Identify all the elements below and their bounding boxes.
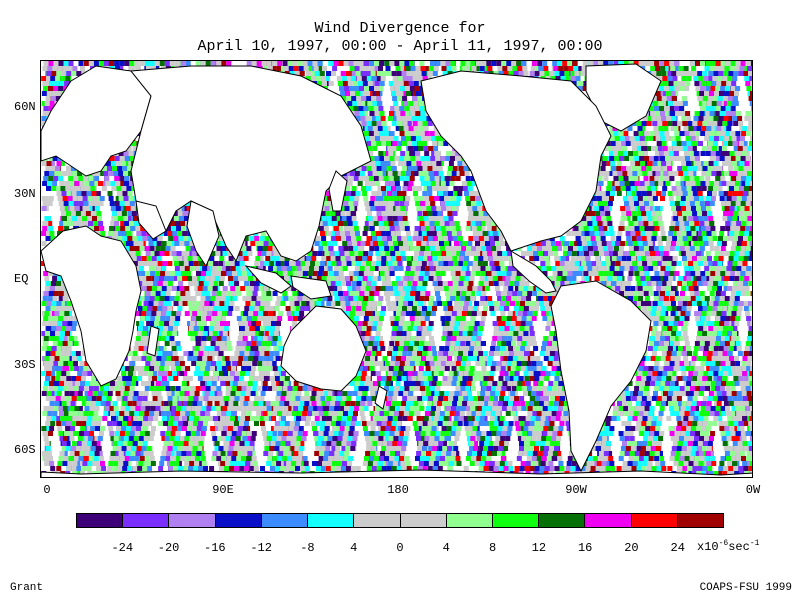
unit-suffix-exponent: -1	[749, 539, 760, 548]
land-layer	[41, 63, 752, 477]
colorbar-tick-label: -8	[300, 541, 315, 555]
unit-exponent: -6	[718, 539, 729, 548]
unit-suffix: sec	[728, 540, 750, 554]
land-europe	[41, 65, 152, 177]
colorbar-swatch	[446, 514, 493, 527]
colorbar-swatch	[261, 514, 309, 527]
colorbar-swatch	[400, 514, 447, 527]
map-frame	[40, 60, 753, 478]
chart-title-line1: Wind Divergence for	[314, 20, 486, 37]
lat-label-60n: 60N	[14, 100, 36, 114]
land-antarctica	[41, 469, 752, 477]
land-indonesia-2	[290, 275, 332, 300]
land-india	[186, 200, 220, 268]
lon-label-180: 180	[387, 483, 409, 497]
colorbar-swatch	[492, 514, 540, 527]
land-arabia	[135, 200, 167, 240]
colorbar-swatch	[539, 514, 586, 527]
colorbar-tick-label: 20	[624, 541, 639, 555]
colorbar-tick-label: 4	[442, 541, 450, 555]
colorbar-tick-label: 8	[488, 541, 497, 555]
unit-base: x10	[697, 540, 719, 554]
colorbar-tick-label: -24	[111, 541, 134, 555]
lat-label-30s: 30S	[14, 358, 36, 372]
colorbar-swatch	[354, 514, 401, 527]
colorbar-tick-label: 0	[396, 541, 404, 555]
credit-label: COAPS-FSU 1999	[699, 582, 792, 594]
colorbar	[76, 513, 724, 528]
colorbar-swatch	[631, 514, 678, 527]
colorbar-swatch	[169, 514, 216, 527]
lon-label-0: 0	[43, 483, 51, 497]
colorbar-tick-label: 12	[531, 541, 547, 555]
colorbar-unit: x10-6sec-1	[697, 539, 759, 554]
lon-label-90e: 90E	[212, 483, 234, 497]
lon-label-0w: 0W	[745, 483, 761, 497]
land-japan	[328, 170, 348, 212]
lat-label-eq: EQ	[14, 272, 29, 286]
colorbar-tick-label: 16	[577, 541, 593, 555]
land-australia	[280, 305, 367, 392]
colorbar-swatch	[677, 514, 724, 527]
colorbar-tick-label: -12	[250, 541, 272, 555]
swath-map	[41, 61, 752, 477]
colorbar-swatch	[308, 514, 355, 527]
colorbar-tick-label: 4	[350, 541, 358, 555]
land-africa	[41, 225, 142, 387]
colorbar-swatch	[123, 514, 170, 527]
land-north-america	[420, 70, 612, 252]
chart-title-line2: April 10, 1997, 00:00 - April 11, 1997, …	[197, 38, 603, 55]
land-new-zealand	[374, 385, 388, 410]
land-madagascar	[146, 325, 160, 357]
lon-label-90w: 90W	[565, 483, 587, 497]
colorbar-tick-label: 24	[670, 541, 685, 555]
author-label: Grant	[10, 582, 44, 594]
land-greenland	[585, 63, 662, 132]
colorbar-swatch	[77, 514, 124, 527]
lat-label-30n: 30N	[14, 187, 36, 201]
colorbar-swatch	[215, 514, 262, 527]
colorbar-swatch	[585, 514, 632, 527]
land-south-america	[550, 280, 652, 473]
colorbar-tick-label: -16	[204, 541, 226, 555]
lat-label-60s: 60S	[14, 443, 36, 457]
land-indonesia-1	[244, 265, 292, 294]
colorbar-tick-label: -20	[157, 541, 180, 555]
land-central-america	[510, 250, 557, 294]
